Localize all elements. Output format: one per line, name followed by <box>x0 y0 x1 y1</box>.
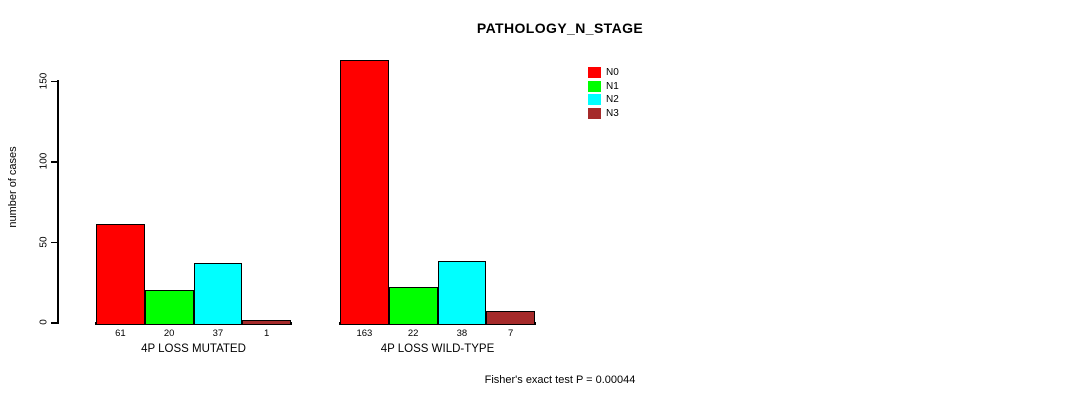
legend-label: N2 <box>606 94 619 105</box>
legend-item-n3: N3 <box>588 107 619 121</box>
legend-swatch-n3 <box>588 107 601 119</box>
category-label: 4P LOSS WILD-TYPE <box>380 343 495 355</box>
bar-value-label: 1 <box>263 328 270 339</box>
bar-value-label: 38 <box>456 328 468 339</box>
bar-value-label: 20 <box>163 328 175 339</box>
y-axis-tick <box>51 161 57 163</box>
bar-value-label: 37 <box>212 328 224 339</box>
bar-value-label: 7 <box>507 328 514 339</box>
legend-item-n1: N1 <box>588 80 619 94</box>
y-axis-tick <box>51 322 57 324</box>
legend: N0 N1 N2 N3 <box>588 66 619 120</box>
chart-title: PATHOLOGY_N_STAGE <box>476 20 644 36</box>
bar-n2-wild-type <box>437 261 487 325</box>
stat-test-annotation: Fisher's exact test P = 0.00044 <box>484 374 636 386</box>
bar-n1-wild-type <box>388 287 438 325</box>
bar-n3-mutated <box>242 320 291 325</box>
y-axis-tick-label: 0 <box>38 319 50 325</box>
bar-n3-wild-type <box>486 311 535 325</box>
y-axis-tick-label: 100 <box>38 152 50 170</box>
bar-n2-mutated <box>193 263 243 325</box>
legend-swatch-n1 <box>588 80 601 92</box>
bar-n0-mutated <box>96 224 145 325</box>
bar-value-label: 61 <box>115 328 126 339</box>
legend-item-n0: N0 <box>588 66 619 80</box>
legend-label: N3 <box>606 107 619 119</box>
legend-swatch-n0 <box>588 67 601 79</box>
legend-item-n2: N2 <box>588 93 619 107</box>
y-axis-tick <box>51 80 57 83</box>
legend-label: N0 <box>606 67 619 78</box>
y-axis-tick-label: 150 <box>38 72 50 90</box>
category-label: 4P LOSS MUTATED <box>141 343 246 355</box>
y-axis-line <box>57 79 59 324</box>
y-axis-tick-label: 50 <box>38 236 50 248</box>
bar-n1-mutated <box>144 290 194 325</box>
legend-swatch-n2 <box>588 94 601 106</box>
legend-label: N1 <box>606 80 619 92</box>
y-axis-tick <box>51 241 57 244</box>
bar-value-label: 22 <box>407 328 419 339</box>
bar-n0-wild-type <box>340 60 389 325</box>
bar-value-label: 163 <box>356 328 373 339</box>
